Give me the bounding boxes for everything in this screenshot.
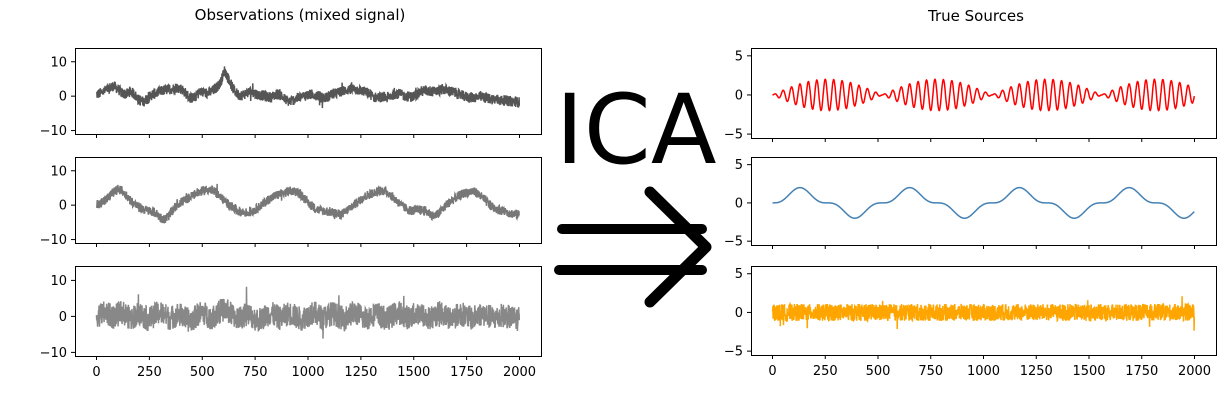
x-tick-label: 1250 [344, 365, 377, 380]
y-tick-label: 10 [50, 274, 67, 289]
chart-panel: −10 0 10 [40, 157, 542, 248]
x-tick-label: 0 [92, 365, 100, 380]
y-tick-label: 10 [50, 55, 67, 70]
y-tick-label: 0 [735, 196, 743, 211]
x-tick-label: 1000 [967, 364, 1000, 379]
y-tick-label: 5 [735, 267, 743, 282]
x-tick-label: 750 [243, 365, 268, 380]
series-line [772, 186, 1195, 219]
x-tick-label: 1500 [397, 365, 430, 380]
ica-label: ICA [555, 74, 716, 186]
series-line [95, 66, 521, 109]
observations-title: Observations (mixed signal) [195, 6, 406, 24]
y-tick-label: 5 [735, 158, 743, 173]
y-tick-label: 0 [735, 306, 743, 321]
series-line [772, 78, 1196, 112]
y-tick-label: 0 [59, 199, 67, 214]
chart-panel: −10 0 10 0 250 500 750 1000 1250 1500 1750 2000 [40, 266, 542, 380]
x-tick-label: 1750 [450, 365, 483, 380]
y-tick-label: 5 [735, 49, 743, 64]
x-tick-label: 1750 [1125, 364, 1158, 379]
true-sources-title: True Sources [927, 7, 1024, 25]
chart-panel: −5 0 5 [724, 48, 1217, 143]
x-tick-label: 250 [137, 365, 162, 380]
y-tick-label: 0 [59, 310, 67, 325]
chart-panel: −5 0 5 [724, 157, 1217, 250]
y-tick-label: −5 [724, 345, 743, 360]
y-tick-label: −10 [40, 233, 67, 248]
y-tick-label: −10 [40, 346, 67, 361]
y-tick-label: −5 [724, 235, 743, 250]
ica-arrow [554, 186, 712, 308]
x-tick-label: 500 [866, 364, 891, 379]
x-tick-label: 750 [918, 364, 943, 379]
x-tick-label: 1500 [1072, 364, 1105, 379]
y-tick-label: −10 [40, 124, 67, 139]
y-tick-label: 0 [735, 88, 743, 103]
chart-panel: −5 0 5 0 250 500 750 1000 1250 1500 1750 2000 [724, 266, 1217, 379]
y-tick-label: 0 [59, 90, 67, 105]
x-tick-label: 2000 [503, 365, 536, 380]
x-tick-label: 1250 [1020, 364, 1053, 379]
y-tick-label: 10 [50, 164, 67, 179]
series-line [95, 286, 521, 339]
x-tick-label: 500 [190, 365, 215, 380]
chart-panel: −10 0 10 [40, 48, 542, 139]
x-tick-label: 0 [768, 364, 776, 379]
x-tick-label: 250 [813, 364, 838, 379]
series-line [95, 183, 520, 224]
y-tick-label: −5 [724, 128, 743, 143]
x-tick-label: 2000 [1178, 364, 1211, 379]
series-line [771, 296, 1196, 331]
x-tick-label: 1000 [291, 365, 324, 380]
